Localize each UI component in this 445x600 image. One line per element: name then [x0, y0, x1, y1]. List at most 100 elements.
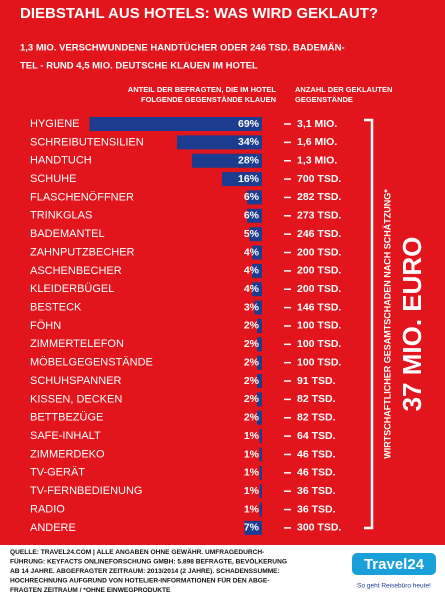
footer-line: AB 14 JAHRE. ABGEFRAGTER ZEITRAUM: 2013/… [10, 568, 280, 575]
category-label: ZAHNPUTZBECHER [30, 246, 135, 258]
value-label: 1% [244, 430, 260, 442]
bar [259, 465, 262, 480]
bracket [364, 118, 374, 530]
value-label: 2% [244, 412, 260, 424]
value-label: 2% [244, 393, 260, 405]
value-label: 2% [244, 375, 260, 387]
count-label: 282 TSD. [297, 191, 341, 203]
category-label: BADEMANTEL [30, 228, 105, 240]
value-label: 5% [244, 228, 260, 240]
bar [257, 318, 262, 333]
bar [177, 135, 262, 150]
count-label: 246 TSD. [297, 228, 341, 240]
category-label: KLEIDERBÜGEL [30, 283, 114, 295]
bar [257, 355, 262, 370]
value-label: 1% [244, 503, 260, 515]
count-label: 300 TSD. [297, 522, 341, 534]
count-label: 273 TSD. [297, 210, 341, 222]
category-label: FLASCHENÖFFNER [30, 191, 134, 203]
count-label: 200 TSD. [297, 283, 341, 295]
value-label: 6% [244, 191, 260, 203]
value-label: 4% [244, 246, 260, 258]
bar [252, 245, 262, 260]
category-label: ANDERE [30, 522, 76, 534]
bar [89, 117, 262, 131]
count-label: 200 TSD. [297, 265, 341, 277]
category-label: SCHUHE [30, 173, 76, 185]
category-label: FÖHN [30, 320, 61, 332]
bar [257, 374, 262, 389]
logo: Travel24 [364, 556, 425, 573]
count-label: 82 TSD. [297, 393, 336, 405]
category-label: ZIMMERDEKO [30, 448, 105, 460]
category-label: BETTBEZÜGE [30, 412, 103, 424]
category-label: RADIO [30, 503, 65, 515]
count-label: 100 TSD. [297, 356, 341, 368]
category-label: ZIMMERTELEFON [30, 338, 124, 350]
value-label: 7% [244, 522, 260, 534]
bar [257, 392, 262, 407]
bar [254, 300, 262, 315]
category-label: KISSEN, DECKEN [30, 393, 122, 405]
bar [244, 520, 262, 535]
value-label: 3% [244, 301, 260, 313]
logo-box [352, 553, 436, 575]
value-label: 2% [244, 338, 260, 350]
count-label: 91 TSD. [297, 375, 336, 387]
column-header: FOLGENDE GEGENSTÄNDE KLAUEN [141, 95, 276, 104]
category-label: HYGIENE [30, 118, 80, 130]
value-label: 28% [238, 155, 260, 167]
count-label: 46 TSD. [297, 448, 336, 460]
bar [257, 337, 262, 352]
count-label: 146 TSD. [297, 301, 341, 313]
value-label: 2% [244, 356, 260, 368]
chart-title: DIEBSTAHL AUS HOTELS: WAS WIRD GEKLAUT? [20, 5, 378, 22]
count-label: 700 TSD. [297, 173, 341, 185]
bar [252, 263, 262, 278]
value-label: 34% [238, 136, 260, 148]
category-label: MÖBELGEGENSTÄNDE [30, 357, 153, 369]
bar [259, 484, 262, 499]
footer-line: QUELLE: TRAVEL24.COM | ALLE ANGABEN OHNE… [10, 548, 264, 556]
value-label: 16% [238, 173, 260, 185]
count-label: 82 TSD. [297, 412, 336, 424]
bar [257, 410, 262, 425]
value-label: 1% [244, 467, 260, 479]
value-label: 4% [244, 283, 260, 295]
count-label: 1,6 MIO. [297, 136, 337, 148]
bar [192, 153, 262, 168]
bar [247, 208, 262, 223]
count-label: 36 TSD. [297, 503, 336, 515]
value-label: 4% [244, 265, 260, 277]
bar [252, 282, 262, 297]
category-label: SCHUHSPANNER [30, 375, 122, 387]
bar [259, 429, 262, 444]
value-label: 2% [244, 320, 260, 332]
column-header: ANTEIL DER BEFRAGTEN, DIE IM HOTEL [128, 85, 277, 94]
column-header: ANZAHL DER GEKLAUTEN [295, 85, 392, 94]
category-label: ASCHENBECHER [30, 265, 122, 277]
footer-line: HOCHRECHNUNG AUFGRUND VON HOTELIER-INFOR… [10, 575, 269, 584]
category-label: TV-GERÄT [30, 467, 85, 479]
count-label: 46 TSD. [297, 467, 336, 479]
value-label: 1% [244, 485, 260, 497]
bar [259, 447, 262, 462]
value-label: 6% [244, 210, 260, 222]
value-label: 1% [244, 448, 260, 460]
category-label: SCHREIBUTENSILIEN [30, 136, 144, 148]
side-label: WIRTSCHAFTLICHER GESAMTSCHADEN NACH SCHÄ… [382, 189, 392, 459]
category-label: SAFE-INHALT [30, 430, 101, 442]
count-label: 36 TSD. [297, 485, 336, 497]
value-label: 69% [238, 118, 260, 130]
subtitle: TEL - RUND 4,5 MIO. DEUTSCHE KLAUEN IM H… [20, 61, 258, 72]
footer: QUELLE: TRAVEL24.COM | ALLE ANGABEN OHNE… [10, 548, 287, 594]
bar [222, 172, 262, 187]
count-label: 3,1 MIO. [297, 118, 337, 130]
category-label: TV-FERNBEDIENUNG [30, 485, 142, 497]
subtitle: 1,3 MIO. VERSCHWUNDENE HANDTÜCHER ODER 2… [20, 43, 345, 54]
count-label: 200 TSD. [297, 246, 341, 258]
bar [249, 227, 262, 242]
count-label: 100 TSD. [297, 338, 341, 350]
slogan: So geht Reisebüro heute! [357, 583, 431, 590]
